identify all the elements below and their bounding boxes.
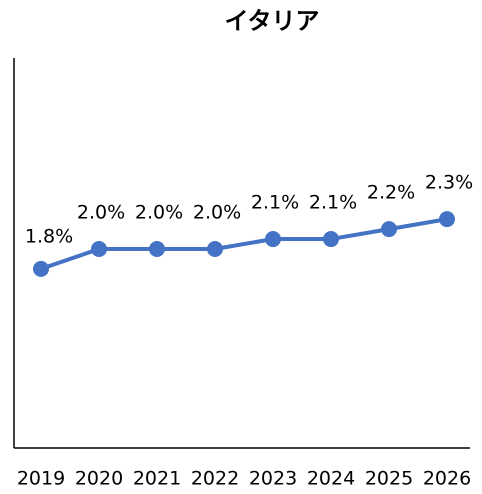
x-tick-label: 2026: [423, 468, 471, 490]
point: [149, 241, 165, 257]
data-label: 2.3%: [425, 172, 473, 194]
data-label: 2.1%: [309, 192, 357, 214]
chart-title: イタリア: [224, 7, 319, 35]
point: [265, 231, 281, 248]
data-label: 2.2%: [367, 182, 415, 204]
x-tick-label: 2023: [249, 468, 297, 490]
x-tick-label: 2024: [307, 468, 355, 490]
x-tick-label: 2021: [133, 468, 181, 490]
data-label: 2.0%: [135, 202, 183, 224]
point: [381, 221, 397, 238]
x-tick-label: 2025: [365, 468, 413, 490]
data-label: 2.1%: [251, 192, 299, 214]
x-tick-label: 2022: [191, 468, 239, 490]
point: [33, 260, 49, 277]
line: [40, 217, 448, 271]
data-label: 2.0%: [77, 202, 125, 224]
point: [323, 231, 339, 248]
x-tick-label: 2019: [17, 468, 65, 490]
point: [207, 241, 223, 257]
point: [439, 211, 455, 228]
data-label: 1.8%: [25, 225, 73, 247]
data-label: 2.0%: [193, 202, 241, 224]
point: [91, 241, 107, 257]
x-tick-label: 2020: [75, 468, 123, 490]
